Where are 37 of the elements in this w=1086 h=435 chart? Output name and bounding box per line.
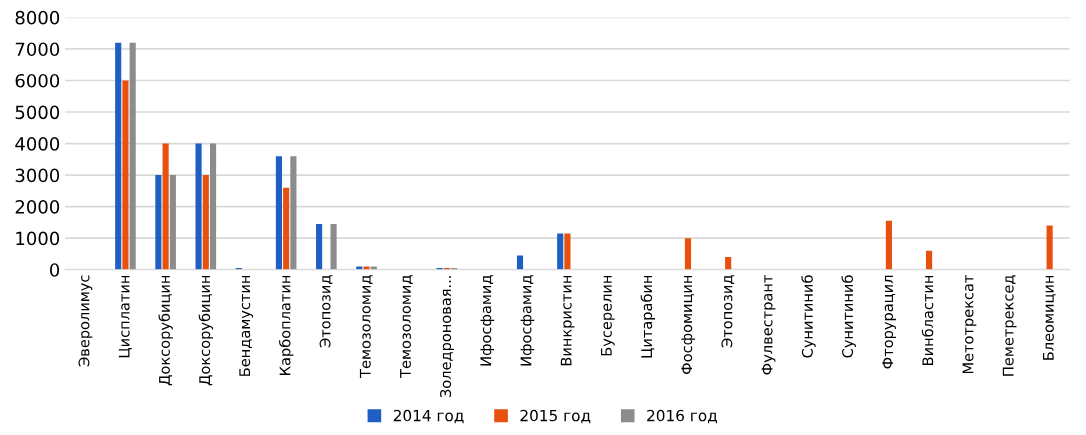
- x-tick-label: Цисплатин: [118, 275, 132, 358]
- x-tick-label: Блеомицин: [1043, 275, 1056, 360]
- x-tick-label: Фторурацил: [882, 275, 896, 369]
- legend-label: 2015 год: [520, 409, 591, 424]
- x-tick-label: Цитарабин: [640, 275, 655, 358]
- y-tick-label: 3000: [15, 168, 60, 183]
- x-tick-label: Доксорубицин: [198, 275, 213, 386]
- y-tick-label: 4000: [15, 137, 60, 151]
- x-tick-label: Карбоплатин: [278, 275, 294, 375]
- x-tick-label: Ифосфамид: [480, 275, 495, 366]
- x-tick-label: Метотрексат: [962, 274, 977, 374]
- x-tick-label: Темозоломид: [400, 275, 413, 378]
- x-tick-label: Доксорубицин: [158, 275, 173, 386]
- x-tick-label: Пеметрексед: [1002, 275, 1017, 376]
- legend-label: 2014 год: [393, 409, 464, 424]
- x-tick-label: Темозоломид: [359, 275, 373, 378]
- y-tick-label: 5000: [15, 105, 60, 120]
- x-tick-label: Бендамустин: [239, 275, 254, 376]
- x-tick-label: Фосфомицин: [681, 275, 696, 374]
- y-tick-label: 1000: [16, 231, 60, 246]
- y-tick-label: 7000: [15, 42, 60, 57]
- y-tick-label: 8000: [15, 10, 60, 25]
- x-tick-label: Бусерелин: [601, 275, 615, 356]
- y-tick-label: 0: [50, 263, 60, 277]
- x-tick-label: Винбластин: [921, 275, 934, 365]
- x-tick-label: Этопозид: [721, 275, 735, 348]
- x-tick-label: Этопозид: [319, 275, 333, 348]
- y-tick-label: 6000: [15, 73, 60, 88]
- y-tick-label: 2000: [15, 200, 60, 214]
- x-tick-label: Сунитиниб: [801, 275, 816, 358]
- x-tick-label: Винкристин: [560, 275, 575, 366]
- x-tick-label: Ифосфамид: [520, 275, 535, 366]
- x-tick-label: Золедроновая...: [440, 276, 454, 398]
- x-tick-label: Фулвестрант: [761, 274, 776, 375]
- legend-label: 2016 год: [647, 409, 717, 424]
- x-tick-label: Сунитиниб: [841, 275, 856, 358]
- x-tick-label: Эверолимус: [78, 275, 93, 367]
